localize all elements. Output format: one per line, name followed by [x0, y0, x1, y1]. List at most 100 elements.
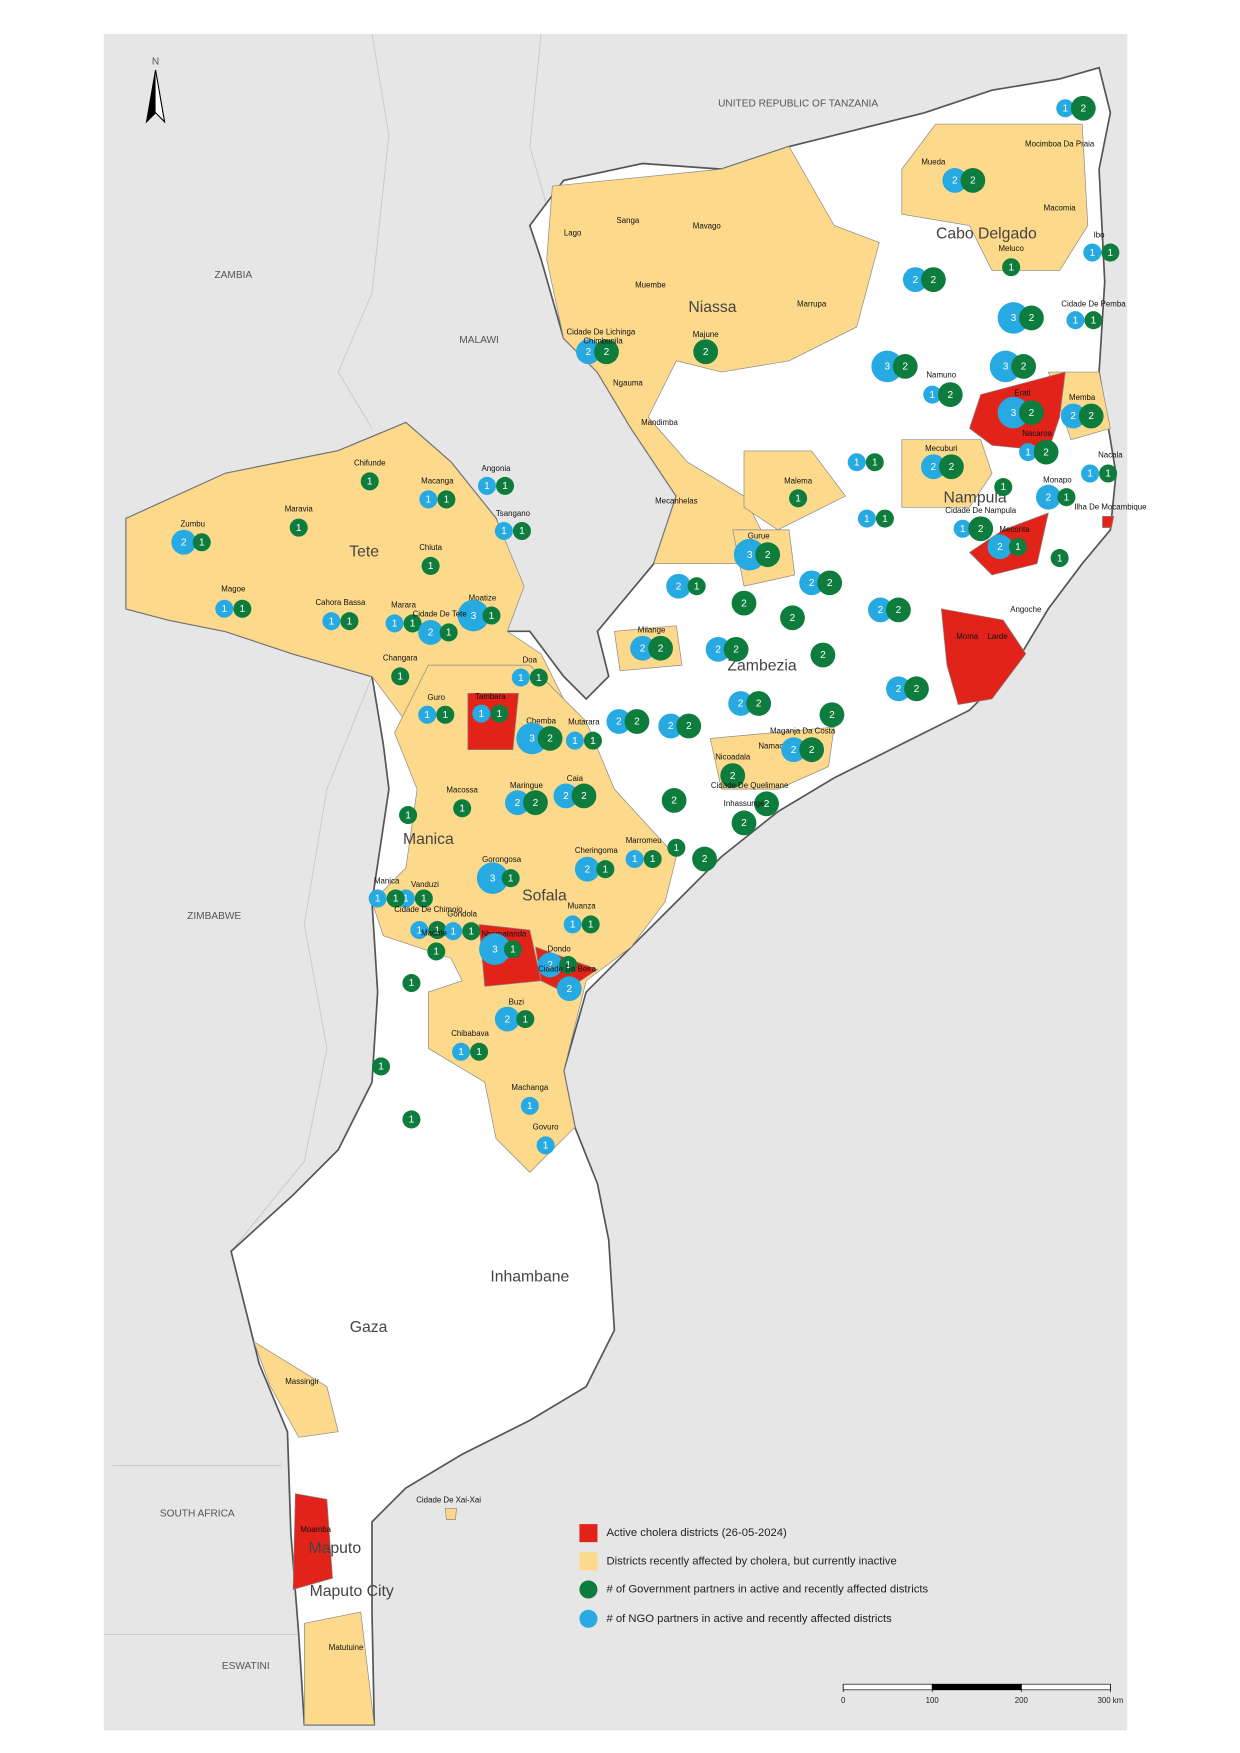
scale-label: 0 [841, 1696, 846, 1705]
government-count: 2 [741, 598, 747, 609]
country-label: UNITED REPUBLIC OF TANZANIA [718, 98, 878, 109]
district-fills [125, 123, 1115, 1726]
active-legend-swatch [579, 1524, 598, 1543]
ngo-count: 2 [809, 578, 815, 589]
government-count: 1 [433, 947, 439, 958]
ngo-count: 1 [375, 894, 381, 905]
ngo-count: 2 [738, 699, 744, 710]
ngo-marker [419, 490, 438, 509]
government-count: 2 [902, 362, 908, 373]
government-marker [968, 516, 994, 542]
government-marker [994, 478, 1013, 497]
ngo-count: 1 [403, 894, 409, 905]
recent-area [304, 1611, 375, 1726]
government-marker [501, 869, 520, 888]
government-count: 1 [508, 873, 514, 884]
district-label: Muembe [635, 280, 666, 289]
ngo-marker [705, 636, 731, 662]
district-label: Marromeu [626, 836, 662, 845]
ngo-count: 2 [952, 176, 958, 187]
border [230, 676, 373, 1252]
government-marker [436, 705, 455, 724]
government-marker [581, 915, 600, 934]
government-marker [875, 509, 894, 528]
border [529, 33, 553, 226]
ngo-marker [477, 476, 496, 495]
government-count: 2 [914, 684, 920, 695]
government-marker [192, 533, 211, 552]
government-marker [886, 597, 911, 623]
government-marker [402, 1110, 421, 1129]
government-marker [360, 472, 379, 491]
government-count: 1 [367, 477, 373, 488]
ngo-marker [505, 790, 530, 816]
district-label: Magoe [221, 585, 246, 594]
government-marker [421, 556, 440, 575]
district-label: Vanduzi [411, 880, 439, 889]
government-marker [453, 799, 472, 818]
province-label: Zambezia [727, 657, 796, 674]
ngo-marker [444, 922, 463, 941]
ngo-marker [1056, 99, 1075, 118]
government-count: 1 [1000, 482, 1006, 493]
recent-area [444, 1507, 457, 1520]
government-marker [537, 726, 563, 751]
ngo-marker [997, 396, 1030, 429]
district-label: Sanga [617, 216, 640, 225]
ngo-marker [1019, 443, 1038, 462]
ngo-marker [997, 302, 1030, 334]
government-marker [516, 1010, 535, 1029]
district-label: Nhamatanda [481, 930, 527, 939]
ngo-marker [902, 267, 928, 293]
government-marker [865, 453, 884, 472]
government-marker [687, 577, 706, 596]
ngo-marker [1035, 484, 1061, 510]
district-label: Macossa [446, 785, 478, 794]
district-label: Gurue [748, 532, 771, 541]
district-label: Chibabava [451, 1029, 489, 1038]
ngo-count: 2 [566, 984, 572, 995]
ngo-count: 2 [181, 537, 187, 548]
government-count: 2 [702, 854, 708, 865]
ngo-marker [847, 453, 866, 472]
ngo-count: 3 [1011, 313, 1017, 324]
district-label: Macomia [1044, 204, 1077, 213]
government-marker [789, 489, 808, 508]
ngo-marker [565, 731, 584, 750]
ngo-count: 1 [222, 604, 228, 615]
ngo-count: 1 [417, 925, 423, 936]
scale-segment [842, 1683, 933, 1691]
government-marker [503, 940, 522, 959]
province-label: Tete [349, 544, 379, 561]
district-label: Mocimboa Da Praia [1025, 139, 1095, 148]
ngo-count: 3 [492, 944, 498, 955]
government-count: 1 [468, 926, 474, 937]
government-count: 1 [502, 481, 508, 492]
government-marker [1008, 537, 1027, 556]
scale-segment [931, 1683, 1022, 1691]
ngo-count: 2 [563, 791, 569, 802]
government-count: 1 [428, 561, 434, 572]
government-marker [723, 636, 749, 662]
ngo-marker [923, 385, 942, 404]
legend-label: # of Government partners in active and r… [606, 1583, 928, 1595]
ngo-marker [781, 737, 806, 763]
province-label: Manica [403, 831, 454, 848]
ngo-count: 1 [426, 495, 432, 506]
ngo-count: 2 [584, 864, 590, 875]
government-count: 2 [756, 699, 762, 710]
government-count: 1 [240, 604, 246, 615]
government-count: 1 [522, 1014, 528, 1025]
ngo-marker [666, 573, 692, 599]
ngo-count: 2 [997, 542, 1003, 553]
district-label: Namacurra [758, 741, 798, 750]
ngo-marker [799, 570, 825, 596]
government-count: 1 [397, 672, 403, 683]
district-label: Larde [988, 632, 1009, 641]
district-label: Marara [391, 600, 417, 609]
district-label: Mavago [693, 222, 722, 231]
ngo-count: 1 [424, 710, 430, 721]
government-count: 2 [949, 462, 955, 473]
government-marker [746, 691, 772, 716]
government-count: 2 [790, 613, 796, 624]
